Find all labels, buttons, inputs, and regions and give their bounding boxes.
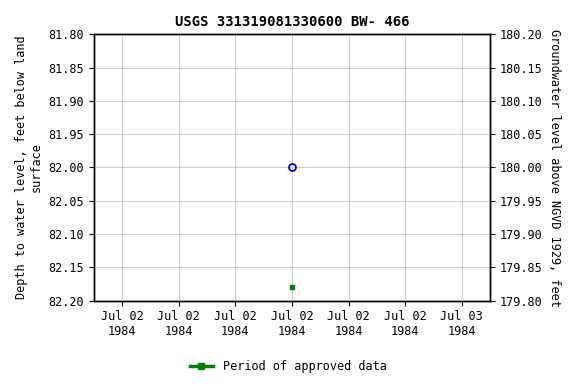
Legend: Period of approved data: Period of approved data [185,356,391,378]
Y-axis label: Groundwater level above NGVD 1929, feet: Groundwater level above NGVD 1929, feet [548,28,561,306]
Y-axis label: Depth to water level, feet below land
surface: Depth to water level, feet below land su… [15,36,43,299]
Title: USGS 331319081330600 BW- 466: USGS 331319081330600 BW- 466 [175,15,409,29]
